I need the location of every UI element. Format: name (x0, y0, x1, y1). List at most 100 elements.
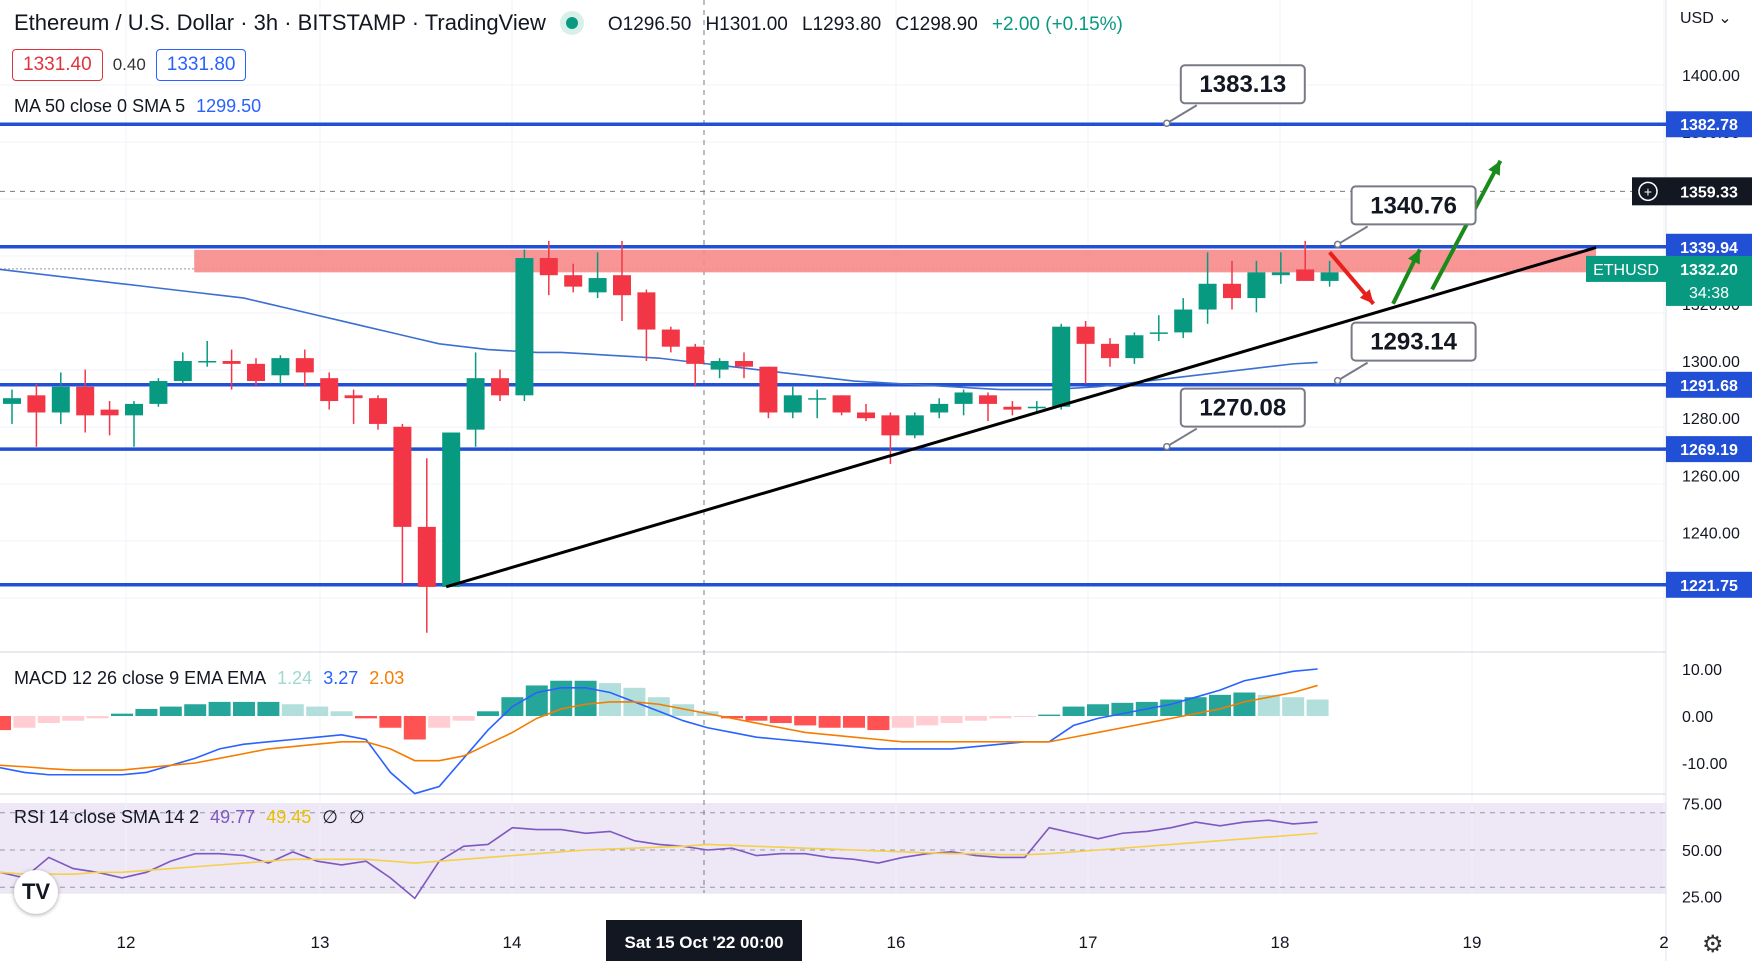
callout-box (1350, 321, 1477, 362)
macd-histogram-bar (184, 704, 207, 716)
callout-box (1179, 387, 1306, 428)
macd-histogram-bar (794, 716, 817, 726)
price-callouts[interactable]: 1383.13 1340.76 1293.14 1270.08 (1163, 64, 1477, 451)
macd-histogram-bar (403, 716, 426, 740)
macd-histogram-bar (1233, 692, 1256, 716)
macd-tick-label: 10.00 (1682, 662, 1722, 679)
time-tick-label: 14 (503, 933, 522, 952)
macd-legend[interactable]: MACD 12 26 close 9 EMA EMA 1.24 3.27 2.0… (14, 668, 410, 689)
macd-histogram-bar (13, 716, 36, 728)
macd-histogram-bar (208, 701, 231, 716)
candle-body (100, 409, 119, 416)
macd-histogram-bar (916, 716, 939, 726)
symbol-tag-label: ETHUSD (1593, 262, 1659, 279)
candle-body (222, 361, 241, 364)
candle-body (979, 395, 997, 404)
macd-histogram-bar (769, 716, 792, 724)
candle-body (1320, 272, 1339, 281)
macd-tick-label: 0.00 (1682, 709, 1713, 726)
buy-button[interactable]: 1331.80 (155, 49, 247, 81)
candle-body (442, 432, 461, 587)
candle-body (466, 378, 485, 430)
macd-label: MACD 12 26 close 9 EMA EMA (14, 668, 267, 688)
macd-histogram-bar (306, 706, 329, 716)
candle-body (1076, 326, 1095, 344)
ohlc-readout: O1296.50 H1301.00 L1293.80 C1298.90 +2.0… (608, 10, 1131, 36)
chevron-down-icon: ⌄ (1718, 10, 1732, 27)
callout-pointer (1337, 225, 1369, 246)
macd-histogram-bar (672, 704, 695, 716)
macd-histogram-bar (1087, 704, 1109, 716)
macd-histogram-bar (159, 706, 182, 716)
candle-body (320, 378, 339, 402)
candle-body (1174, 309, 1193, 333)
crosshair-price-label: 1359.33 (1680, 184, 1738, 201)
candle-body (759, 366, 778, 413)
time-tick-label: 19 (1463, 933, 1482, 952)
forecast-arrow-head (1488, 160, 1501, 176)
candle-body (344, 395, 363, 399)
rsi-pane (0, 819, 1318, 900)
macd-histogram-bar (62, 716, 85, 721)
moving-average (0, 268, 1318, 391)
rsi-tick-label: 25.00 (1682, 890, 1722, 907)
forecast-arrow-head (1408, 249, 1420, 265)
trendline[interactable] (445, 246, 1597, 589)
ma-legend[interactable]: MA 50 close 0 SMA 5 1299.50 (14, 96, 267, 117)
callout-anchor (1333, 376, 1342, 385)
tradingview-logo[interactable]: TV (14, 870, 58, 914)
change-value: +2.00 (+0.15%) (991, 14, 1123, 35)
candle-body (857, 412, 875, 419)
rsi-ma-line (0, 832, 1318, 875)
macd-histogram-bar (379, 716, 402, 728)
macd-histogram-bar (989, 716, 1012, 719)
candle-body (369, 398, 387, 424)
time-tick-label: 17 (1079, 933, 1098, 952)
candle-body (295, 358, 314, 373)
symbol-title[interactable]: Ethereum / U.S. Dollar · 3h · BITSTAMP ·… (14, 10, 546, 35)
macd-histogram-bar (477, 711, 499, 716)
currency-selector[interactable]: USD ⌄ (1680, 8, 1732, 28)
ma-value: 1299.50 (196, 96, 262, 116)
time-axis[interactable]: 12 13 14 Sat 15 Oct '22 00:00 16 17 18 19 2 (117, 920, 1669, 961)
candle-body (1052, 326, 1071, 407)
callout-label: 1270.08 (1199, 395, 1286, 422)
macd-histogram-bar (818, 716, 841, 728)
forecast-arrow-head (1359, 289, 1374, 304)
rsi-extra-2: ∅ (348, 807, 365, 827)
time-tick-label: 16 (887, 933, 906, 952)
sell-button[interactable]: 1331.40 (12, 49, 103, 81)
gear-icon[interactable]: ⚙ (1702, 931, 1724, 958)
macd-histogram-bar (574, 680, 597, 716)
open-value: O1296.50 (607, 14, 692, 35)
rsi-tick-label: 50.00 (1682, 843, 1722, 860)
macd-histogram-bar (257, 701, 280, 716)
candle-body (198, 361, 217, 363)
rsi-legend[interactable]: RSI 14 close SMA 14 2 49.77 49.45 ∅ ∅ (14, 807, 371, 828)
price-tick-label: 1280.00 (1682, 411, 1740, 428)
macd-histogram-bar (233, 701, 255, 716)
market-status-icon (565, 17, 578, 29)
candle-body (881, 415, 900, 436)
macd-histogram-bar (1257, 694, 1280, 716)
candle-body (1271, 272, 1290, 276)
callout-label: 1293.14 (1370, 329, 1457, 356)
macd-pane (0, 668, 1329, 795)
candle-body (686, 346, 705, 364)
spread-value: 0.40 (112, 55, 146, 74)
time-tick-label: 13 (311, 933, 330, 952)
level-price-tag (1666, 371, 1752, 398)
macd-histogram-bar (281, 704, 304, 716)
rsi-tick-label: 75.00 (1682, 797, 1722, 814)
callout-anchor (1333, 240, 1342, 249)
horizontal-levels[interactable] (0, 122, 1666, 587)
macd-histogram-bar (1282, 697, 1305, 716)
candle-body (637, 292, 656, 330)
candle-body (808, 398, 827, 400)
price-tick-label: 1260.00 (1682, 468, 1740, 485)
candle-body (125, 403, 143, 416)
candles (3, 240, 1339, 633)
callout-anchor (1163, 442, 1171, 451)
candle-body (783, 395, 802, 413)
